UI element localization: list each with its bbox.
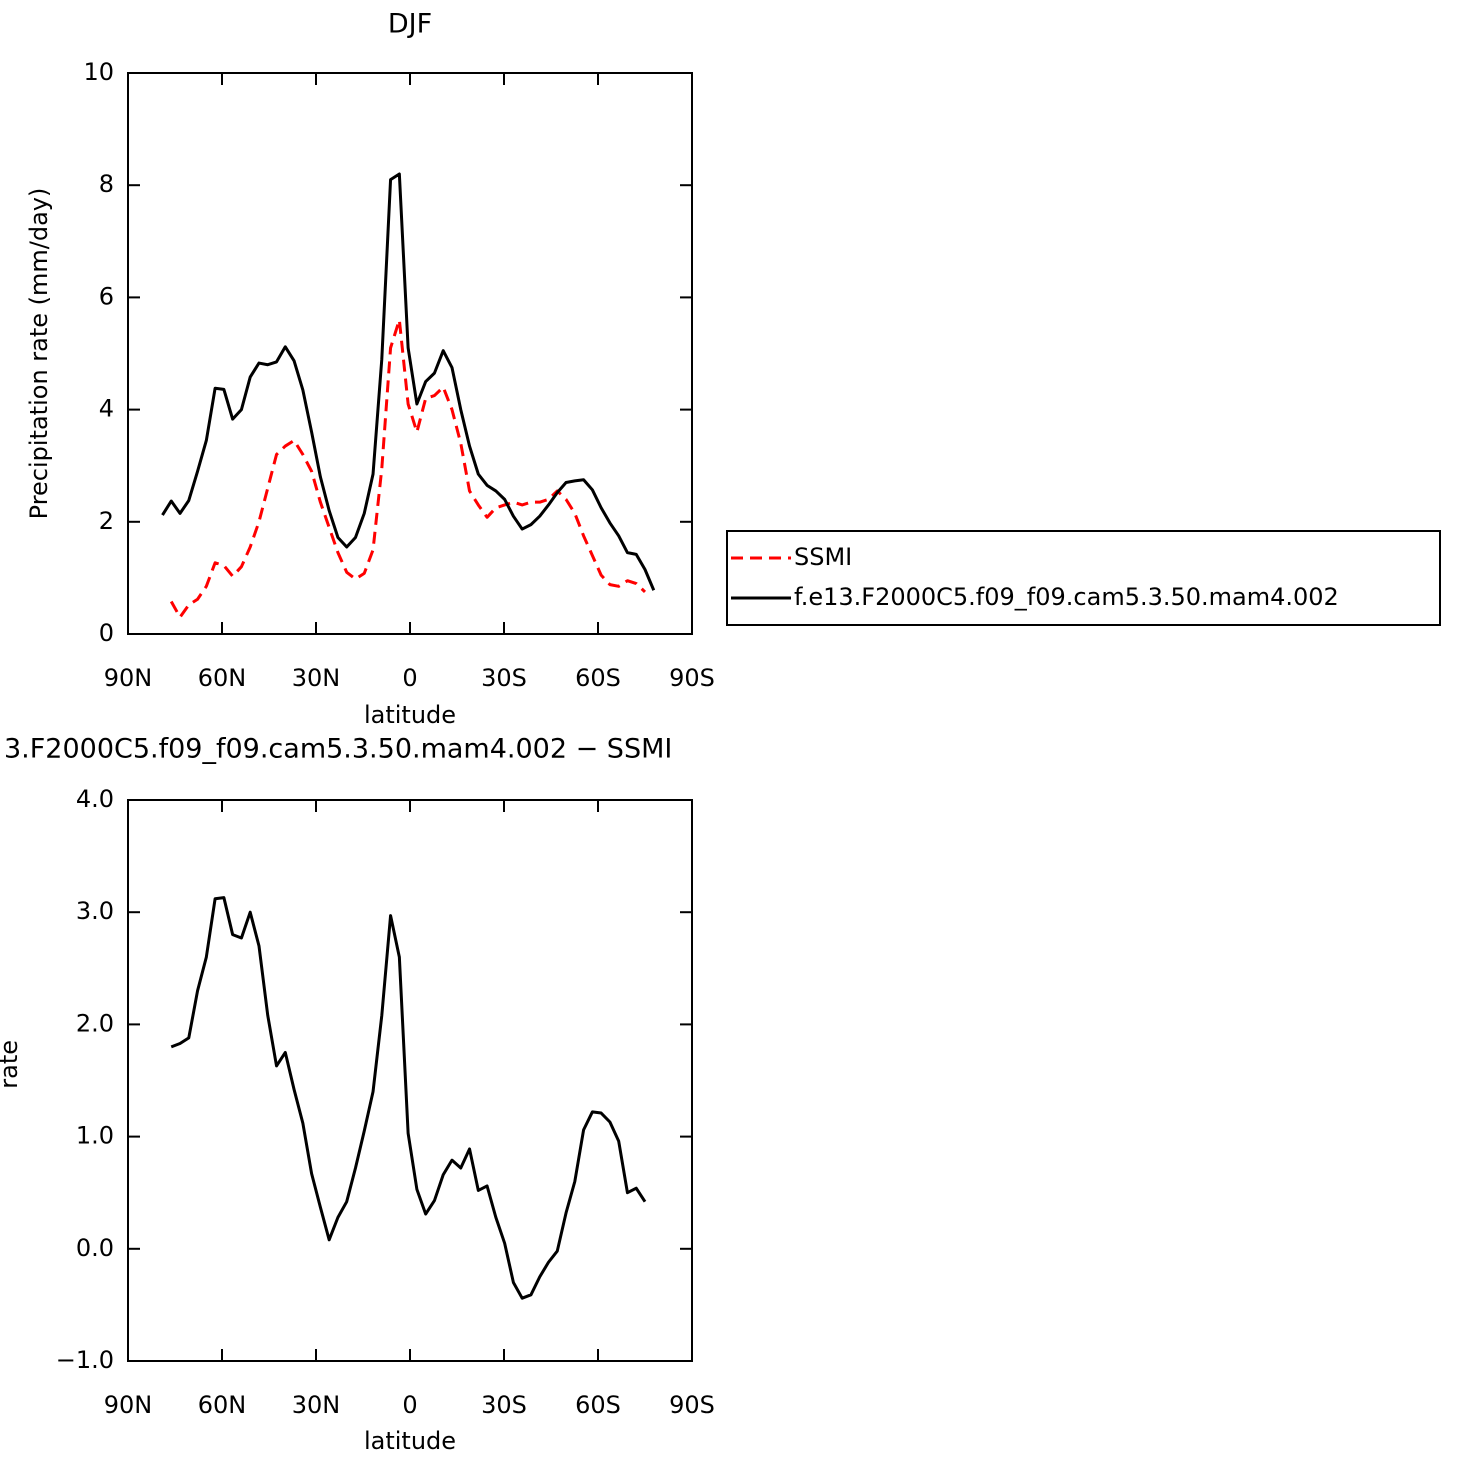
x-tick-label: 90N: [104, 664, 153, 692]
x-tick-label: 60N: [198, 664, 247, 692]
legend-label: f.e13.F2000C5.f09_f09.cam5.3.50.mam4.002: [794, 583, 1339, 611]
y-axis-label: Precipitation rate (mm/day): [0, 915, 23, 1247]
x-tick-label: 30S: [481, 1391, 527, 1419]
y-axis-label: Precipitation rate (mm/day): [25, 188, 53, 520]
y-tick-label: 10: [83, 58, 114, 86]
y-tick-label: 0.0: [76, 1234, 114, 1262]
x-axis-label: latitude: [364, 701, 456, 729]
data-line: [161, 172, 656, 591]
x-tick-label: 30N: [292, 664, 341, 692]
y-tick-label: 1.0: [76, 1122, 114, 1150]
y-tick-label: 2: [99, 507, 114, 535]
x-tick-label: 0: [402, 664, 417, 692]
y-tick-label: 4.0: [76, 785, 114, 813]
x-tick-label: 60N: [198, 1391, 247, 1419]
y-tick-label: 8: [99, 170, 114, 198]
x-tick-label: 0: [402, 1391, 417, 1419]
y-tick-label: 6: [99, 282, 114, 310]
chart-title: 3.F2000C5.f09_f09.cam5.3.50.mam4.002 − S…: [4, 734, 672, 765]
y-tick-label: 0: [99, 619, 114, 647]
x-axis-label: latitude: [364, 1427, 456, 1455]
legend-box: [726, 530, 1441, 626]
y-tick-label: 4: [99, 395, 114, 423]
y-tick-label: 2.0: [76, 1009, 114, 1037]
x-tick-label: 90S: [669, 1391, 715, 1419]
plot-frame: [127, 799, 693, 1362]
legend-label: SSMI: [794, 543, 852, 571]
x-tick-label: 90N: [104, 1391, 153, 1419]
x-tick-label: 90S: [669, 664, 715, 692]
y-tick-label: −1.0: [56, 1346, 114, 1374]
chart-title: DJF: [388, 9, 432, 40]
y-tick-label: 3.0: [76, 897, 114, 925]
data-line: [170, 896, 647, 1300]
x-tick-label: 30S: [481, 664, 527, 692]
x-tick-label: 30N: [292, 1391, 341, 1419]
plot-frame: [127, 72, 693, 635]
x-tick-label: 60S: [575, 1391, 621, 1419]
data-line: [169, 318, 647, 619]
x-tick-label: 60S: [575, 664, 621, 692]
